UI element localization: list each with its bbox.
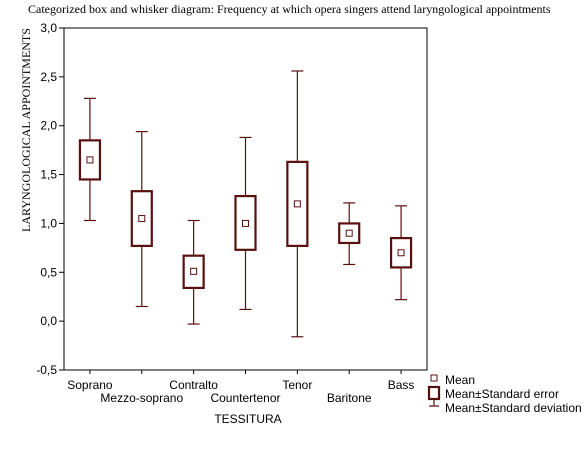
- x-tick-label: Bass: [388, 378, 415, 392]
- y-tick-label: 0,5: [40, 265, 57, 279]
- mean-marker: [86, 156, 94, 164]
- x-tick-label: Soprano: [67, 378, 113, 392]
- legend-se-symbol: [427, 385, 441, 401]
- x-tick-label: Contralto: [169, 378, 218, 392]
- mean-marker: [190, 267, 198, 275]
- plot-area: -0,5 0,0 0,5 1,0 1,5 2,0 2,5 3,0 SopranoMezzo-so…: [36, 21, 428, 405]
- mean-marker: [345, 229, 353, 237]
- mean-marker: [397, 249, 405, 257]
- x-tick-label: Countertenor: [210, 391, 280, 405]
- legend-mean-symbol: [430, 374, 438, 382]
- y-tick-label: 0,0: [40, 314, 57, 328]
- x-tick-label: Tenor: [282, 378, 312, 392]
- y-tick-label: -0,5: [36, 363, 57, 377]
- legend-se-label: Mean±Standard error: [445, 387, 559, 401]
- y-tick-label: 1,5: [40, 168, 57, 182]
- mean-marker: [138, 215, 146, 223]
- x-tick-label: Mezzo-soprano: [100, 391, 183, 405]
- mean-marker: [293, 200, 301, 208]
- chart-title: Categorized box and whisker diagram: Fre…: [28, 2, 551, 16]
- legend-sd-label: Mean±Standard deviation: [445, 401, 582, 415]
- x-tick-label: Baritone: [327, 391, 372, 405]
- y-tick-label: 2,5: [40, 70, 57, 84]
- y-axis-title: LARYNGOLOGICAL APPOINTMENTS: [19, 28, 33, 232]
- mean-marker: [242, 219, 249, 227]
- y-tick-label: 1,0: [40, 216, 57, 230]
- legend-mean-label: Mean: [445, 373, 475, 387]
- x-axis-title: TESSITURA: [214, 412, 281, 426]
- y-tick-label: 2,0: [40, 119, 57, 133]
- y-tick-label: 3,0: [40, 21, 57, 35]
